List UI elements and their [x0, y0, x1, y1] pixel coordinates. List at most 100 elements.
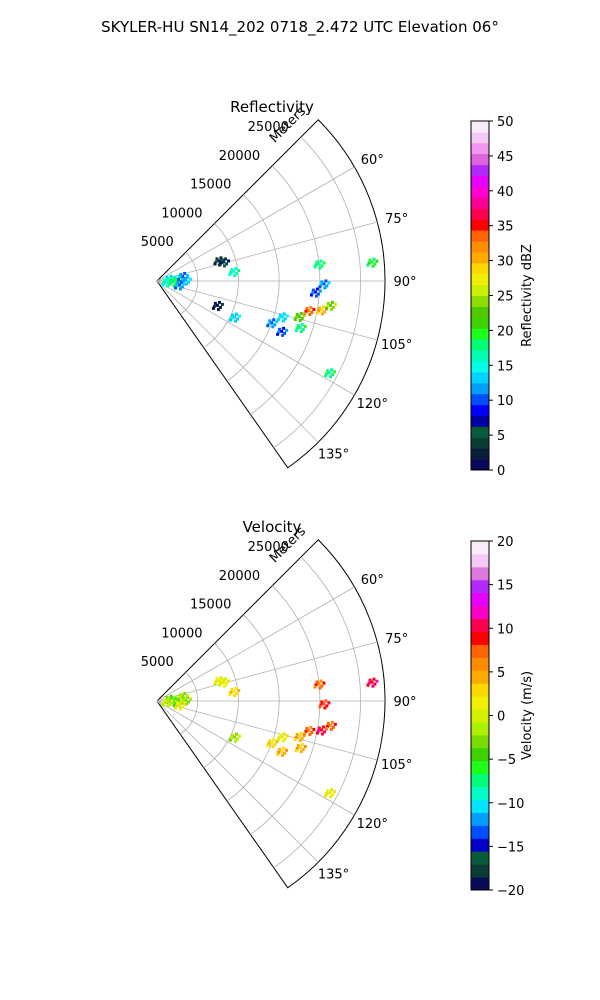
echo-gate: [182, 278, 186, 282]
echo-gate: [331, 793, 335, 797]
colorbar-segment: [471, 339, 489, 351]
echo-gate: [181, 694, 185, 698]
echo-gate: [325, 792, 329, 796]
echo-gate: [317, 306, 321, 310]
echo-gate: [330, 368, 334, 372]
echo-gate: [166, 284, 170, 288]
echo-gate: [222, 260, 226, 264]
echo-gate: [282, 312, 286, 316]
echo-gate: [179, 692, 183, 696]
echo-gate: [322, 261, 326, 265]
echo-gate: [295, 747, 299, 751]
colorbar-segment: [471, 786, 489, 801]
echo-gate: [307, 309, 311, 313]
echo-gate: [185, 695, 189, 699]
colorbar-segment: [471, 197, 489, 209]
colorbar-segment: [471, 295, 489, 307]
echo-gate: [184, 702, 188, 706]
echo-gate: [173, 697, 177, 701]
colorbar-segment: [471, 696, 489, 710]
echo-gate: [229, 271, 233, 275]
echo-gate: [313, 685, 317, 689]
echo-gate: [186, 273, 190, 277]
echo-gate: [229, 736, 233, 740]
echo-gate: [163, 278, 167, 282]
echo-gate: [171, 700, 175, 704]
echo-gate: [327, 281, 331, 285]
colorbar-tick-label: −15: [497, 840, 524, 855]
echo-gate: [314, 294, 318, 298]
echo-gate: [320, 264, 324, 268]
echo-gate: [169, 694, 173, 698]
echo-gate: [371, 264, 375, 268]
echo-gate: [329, 307, 333, 311]
colorbar-segment: [471, 618, 489, 632]
colorbar-segment: [471, 683, 489, 697]
echo-gate: [186, 693, 190, 697]
echo-gate: [285, 734, 289, 738]
echo-gate: [328, 723, 332, 727]
echo-gate: [178, 275, 182, 279]
echo-gate: [319, 259, 323, 263]
echo-gate: [165, 700, 169, 704]
echo-gate: [281, 333, 285, 337]
sector-outline: [156, 539, 386, 889]
echo-gate: [333, 790, 337, 794]
colorbar-segment: [471, 825, 489, 839]
colorbar-segment: [471, 851, 489, 865]
azimuth-tick-label: 105°: [381, 338, 412, 353]
colorbar-segment: [471, 426, 489, 438]
echo-gate: [230, 688, 234, 692]
echo-gate: [217, 300, 221, 304]
echo-gate: [313, 265, 317, 269]
echo-gate: [168, 282, 172, 286]
echo-gate: [270, 741, 274, 745]
azimuth-gridline: [156, 166, 355, 282]
colorbar-segment: [471, 251, 489, 264]
colorbar-tick-label: −5: [497, 753, 516, 768]
echo-gate: [237, 269, 241, 273]
echo-gate: [276, 318, 280, 322]
echo-gate: [213, 301, 217, 305]
radial-tick-label: 25000: [248, 120, 289, 135]
radial-tick-label: 15000: [190, 178, 231, 193]
echo-gate: [298, 738, 302, 742]
echo-gate: [297, 314, 301, 318]
azimuth-tick-label: 135°: [318, 448, 349, 463]
echo-gate: [232, 315, 236, 319]
echo-gate: [220, 302, 224, 306]
echo-gate: [305, 307, 309, 311]
echo-gate: [168, 702, 172, 706]
echo-gate: [218, 683, 222, 687]
echo-gate: [300, 323, 304, 327]
echo-gate: [220, 258, 224, 262]
colorbar-segment: [471, 175, 489, 187]
figure-suptitle: SKYLER-HU SN14_202 0718_2.472 UTC Elevat…: [101, 18, 499, 37]
colorbar-segment: [471, 284, 489, 296]
echo-gate: [182, 698, 186, 702]
echo-gate: [316, 292, 320, 296]
azimuth-tick-label: 60°: [361, 153, 384, 168]
echo-gate: [326, 301, 330, 305]
colorbar-segment: [471, 328, 489, 340]
echo-gate: [267, 742, 271, 746]
echo-gate: [367, 261, 371, 265]
echo-gate: [366, 263, 370, 267]
echo-gate: [300, 316, 304, 320]
echo-gate: [169, 274, 173, 278]
colorbar-tick-label: 10: [497, 622, 514, 637]
echo-gate: [320, 700, 324, 704]
echo-gate: [324, 726, 328, 730]
echo-gate: [315, 680, 319, 684]
echo-gate: [282, 732, 286, 736]
echo-gate: [161, 283, 165, 287]
radial-tick-label: 10000: [161, 206, 202, 221]
echo-gate: [179, 272, 183, 276]
colorbar-segment: [471, 657, 489, 671]
echo-gate: [373, 682, 377, 686]
echo-gate: [177, 697, 181, 701]
colorbar-segment: [471, 240, 489, 253]
echo-gate: [323, 286, 327, 290]
colorbar-segment: [471, 799, 489, 813]
echo-gate: [303, 325, 307, 329]
